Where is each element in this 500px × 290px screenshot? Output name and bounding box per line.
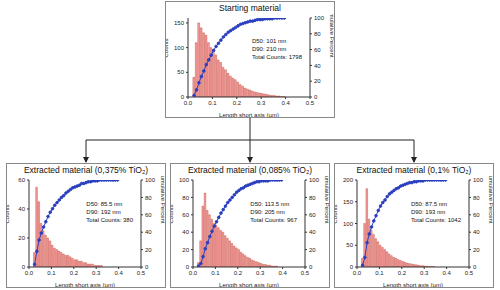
svg-text:40: 40	[473, 229, 480, 235]
html-text:Extracted material (0,085% TiO: Extracted material (0,085% TiO₂)	[187, 165, 313, 175]
svg-text:0.5: 0.5	[137, 270, 146, 276]
svg-text:20: 20	[18, 235, 25, 241]
html-text:D90: 192 nm: D90: 192 nm	[86, 209, 121, 215]
svg-text:Cumulative Percent: Cumulative Percent	[324, 176, 329, 224]
html-text:Total Counts: 1798: Total Counts: 1798	[252, 54, 302, 60]
svg-text:Length short axis (µm): Length short axis (µm)	[383, 282, 443, 287]
html-text:Total Counts: 380: Total Counts: 380	[86, 217, 133, 223]
svg-text:0.3: 0.3	[92, 270, 101, 276]
html-text:Starting material: Starting material	[219, 3, 281, 13]
svg-text:0.0: 0.0	[25, 270, 34, 276]
svg-text:150: 150	[343, 199, 354, 205]
svg-text:Counts: Counts	[335, 204, 338, 223]
html-text:Total Counts: 1042: Total Counts: 1042	[411, 217, 461, 223]
svg-text:0.2: 0.2	[70, 270, 79, 276]
svg-text:0: 0	[181, 94, 185, 100]
html-text:D90: 205 nm: D90: 205 nm	[250, 209, 285, 215]
svg-text:Cumulative Percent: Cumulative Percent	[488, 176, 492, 224]
svg-text:0.0: 0.0	[189, 270, 198, 276]
svg-text:0: 0	[350, 264, 354, 270]
svg-text:0.1: 0.1	[211, 270, 220, 276]
svg-text:Length short axis (µm): Length short axis (µm)	[219, 112, 279, 117]
svg-text:0.4: 0.4	[278, 270, 287, 276]
svg-text:40: 40	[309, 229, 316, 235]
svg-text:100: 100	[179, 177, 190, 183]
html-text:D50: 113.5 nm: D50: 113.5 nm	[250, 201, 290, 207]
svg-text:0: 0	[314, 94, 318, 100]
svg-text:60: 60	[145, 212, 152, 218]
svg-text:0: 0	[145, 264, 149, 270]
svg-text:100: 100	[309, 177, 320, 183]
svg-text:100: 100	[145, 177, 156, 183]
svg-text:20: 20	[145, 247, 152, 253]
svg-text:0.5: 0.5	[301, 270, 310, 276]
svg-text:Counts: Counts	[171, 204, 174, 223]
svg-text:40: 40	[314, 63, 321, 69]
svg-text:60: 60	[309, 212, 316, 218]
svg-text:Length short axis (µm): Length short axis (µm)	[55, 282, 115, 287]
svg-text:Length short axis (µm): Length short axis (µm)	[219, 282, 279, 287]
svg-text:0.3: 0.3	[420, 270, 429, 276]
svg-text:20: 20	[473, 247, 480, 253]
svg-text:0.0: 0.0	[353, 270, 362, 276]
svg-text:60: 60	[314, 47, 321, 53]
svg-text:40: 40	[18, 206, 25, 212]
svg-text:40: 40	[182, 229, 189, 235]
svg-text:20: 20	[309, 247, 316, 253]
svg-text:60: 60	[18, 177, 25, 183]
html-text:D50: 85.5 nm: D50: 85.5 nm	[86, 201, 123, 207]
html-text:Extracted material (0,375% TiO: Extracted material (0,375% TiO₂)	[23, 165, 149, 175]
svg-text:0: 0	[473, 264, 477, 270]
svg-text:0.0: 0.0	[184, 100, 193, 106]
svg-text:150: 150	[174, 20, 185, 26]
svg-text:40: 40	[145, 229, 152, 235]
svg-text:50: 50	[346, 242, 353, 248]
html-text:Total Counts: 967: Total Counts: 967	[250, 217, 297, 223]
svg-text:20: 20	[314, 78, 321, 84]
svg-text:0.5: 0.5	[465, 270, 474, 276]
html-text:D50: 101 nm: D50: 101 nm	[252, 38, 287, 44]
svg-text:0.3: 0.3	[257, 100, 266, 106]
svg-text:0.2: 0.2	[233, 100, 242, 106]
svg-text:0.5: 0.5	[306, 100, 315, 106]
svg-text:0.1: 0.1	[375, 270, 384, 276]
svg-text:0.2: 0.2	[398, 270, 407, 276]
html-text:D50: 87.5 nm: D50: 87.5 nm	[411, 201, 447, 207]
svg-text:Cumulative Percent: Cumulative Percent	[329, 14, 334, 58]
svg-text:0: 0	[309, 264, 313, 270]
svg-text:200: 200	[343, 177, 354, 183]
svg-text:0.1: 0.1	[208, 100, 217, 106]
svg-text:100: 100	[343, 221, 354, 227]
svg-text:20: 20	[182, 247, 189, 253]
svg-text:0: 0	[22, 264, 26, 270]
svg-text:0.4: 0.4	[442, 270, 451, 276]
svg-text:80: 80	[314, 31, 321, 37]
html-text:D90: 193 nm: D90: 193 nm	[411, 209, 446, 215]
html-text:Extracted material (0,1% TiO₂): Extracted material (0,1% TiO₂)	[356, 165, 472, 175]
svg-text:100: 100	[473, 177, 484, 183]
svg-text:50: 50	[177, 69, 184, 75]
svg-text:100: 100	[314, 15, 325, 21]
svg-text:0.4: 0.4	[281, 100, 290, 106]
svg-text:80: 80	[145, 195, 152, 201]
svg-text:Cumulative Percent: Cumulative Percent	[160, 176, 165, 224]
svg-text:60: 60	[182, 212, 189, 218]
svg-text:Counts: Counts	[8, 204, 10, 223]
svg-text:0: 0	[186, 264, 190, 270]
svg-text:100: 100	[174, 45, 185, 51]
svg-text:80: 80	[182, 195, 189, 201]
html-text:D90: 210 nm: D90: 210 nm	[252, 46, 287, 52]
svg-text:0.4: 0.4	[114, 270, 123, 276]
svg-text:0.2: 0.2	[234, 270, 243, 276]
svg-text:Counts: Counts	[166, 38, 169, 57]
svg-text:0.3: 0.3	[256, 270, 265, 276]
svg-text:80: 80	[473, 195, 480, 201]
svg-text:0.1: 0.1	[47, 270, 56, 276]
svg-text:80: 80	[309, 195, 316, 201]
svg-text:60: 60	[473, 212, 480, 218]
